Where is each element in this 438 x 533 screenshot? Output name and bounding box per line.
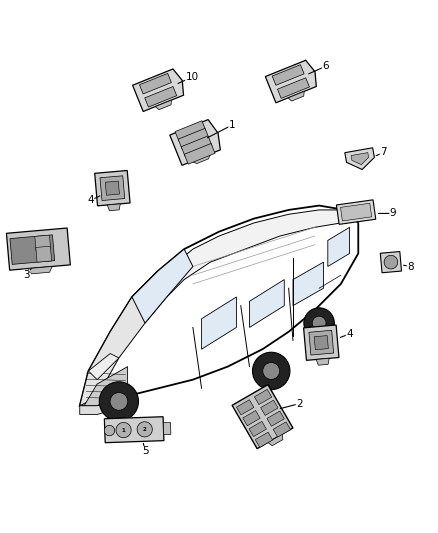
Polygon shape (380, 252, 402, 273)
Polygon shape (340, 203, 372, 221)
Polygon shape (28, 266, 52, 274)
Polygon shape (80, 397, 127, 415)
Polygon shape (201, 297, 237, 349)
Text: 4: 4 (87, 196, 94, 205)
Polygon shape (107, 204, 120, 211)
Polygon shape (80, 206, 358, 406)
Polygon shape (255, 432, 272, 447)
Polygon shape (250, 279, 284, 327)
Text: 2: 2 (143, 427, 147, 432)
Polygon shape (336, 200, 376, 224)
Polygon shape (278, 78, 309, 99)
Polygon shape (84, 367, 127, 406)
Polygon shape (132, 249, 193, 323)
Polygon shape (304, 325, 339, 360)
Polygon shape (139, 74, 171, 94)
Polygon shape (116, 423, 131, 438)
Polygon shape (167, 210, 345, 297)
Polygon shape (351, 152, 369, 165)
Polygon shape (104, 425, 115, 436)
Polygon shape (178, 128, 209, 149)
Polygon shape (133, 69, 184, 111)
Polygon shape (104, 417, 164, 443)
Polygon shape (249, 422, 266, 437)
Text: 2: 2 (296, 399, 303, 409)
Text: 6: 6 (322, 61, 329, 71)
Polygon shape (314, 336, 328, 350)
Polygon shape (328, 228, 350, 266)
Polygon shape (293, 262, 323, 305)
Polygon shape (155, 100, 171, 110)
Circle shape (253, 352, 290, 390)
Text: 5: 5 (142, 447, 148, 456)
Polygon shape (80, 271, 167, 406)
Text: 1: 1 (229, 120, 235, 130)
Polygon shape (232, 385, 293, 449)
Polygon shape (137, 422, 152, 437)
Text: 7: 7 (380, 148, 387, 157)
Polygon shape (273, 422, 290, 437)
Polygon shape (384, 255, 398, 269)
Polygon shape (268, 434, 283, 446)
Polygon shape (272, 64, 304, 85)
Circle shape (110, 393, 128, 410)
Polygon shape (184, 143, 215, 164)
Circle shape (99, 382, 138, 421)
Text: 4: 4 (346, 329, 353, 339)
Polygon shape (267, 411, 284, 426)
Polygon shape (181, 136, 212, 157)
Polygon shape (88, 353, 119, 379)
Polygon shape (95, 171, 130, 206)
Polygon shape (316, 358, 329, 365)
Polygon shape (145, 86, 177, 107)
Polygon shape (191, 154, 211, 164)
Text: 10: 10 (185, 72, 198, 82)
Polygon shape (243, 410, 260, 426)
Polygon shape (35, 235, 51, 251)
Polygon shape (261, 400, 278, 415)
Polygon shape (163, 423, 171, 435)
Polygon shape (10, 235, 55, 264)
Polygon shape (309, 330, 334, 355)
Polygon shape (254, 389, 272, 405)
Polygon shape (100, 176, 125, 200)
Polygon shape (7, 228, 71, 270)
Circle shape (304, 308, 334, 338)
Polygon shape (265, 60, 316, 103)
Circle shape (312, 316, 326, 330)
Polygon shape (237, 400, 254, 415)
Text: 3: 3 (23, 270, 30, 280)
Circle shape (263, 362, 279, 379)
Polygon shape (288, 91, 304, 101)
Text: 9: 9 (390, 208, 396, 219)
Polygon shape (175, 121, 206, 141)
Text: 8: 8 (407, 262, 414, 271)
Polygon shape (105, 181, 120, 195)
Polygon shape (345, 148, 374, 169)
Polygon shape (36, 246, 52, 262)
Polygon shape (170, 119, 220, 165)
Text: 1: 1 (122, 427, 125, 433)
